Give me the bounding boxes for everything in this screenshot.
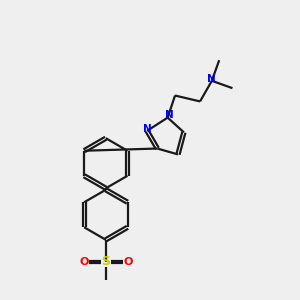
Text: S: S xyxy=(101,255,110,268)
Text: O: O xyxy=(79,257,88,267)
Text: O: O xyxy=(123,257,133,267)
Text: N: N xyxy=(208,74,216,84)
Text: N: N xyxy=(143,124,152,134)
Text: N: N xyxy=(165,110,173,120)
